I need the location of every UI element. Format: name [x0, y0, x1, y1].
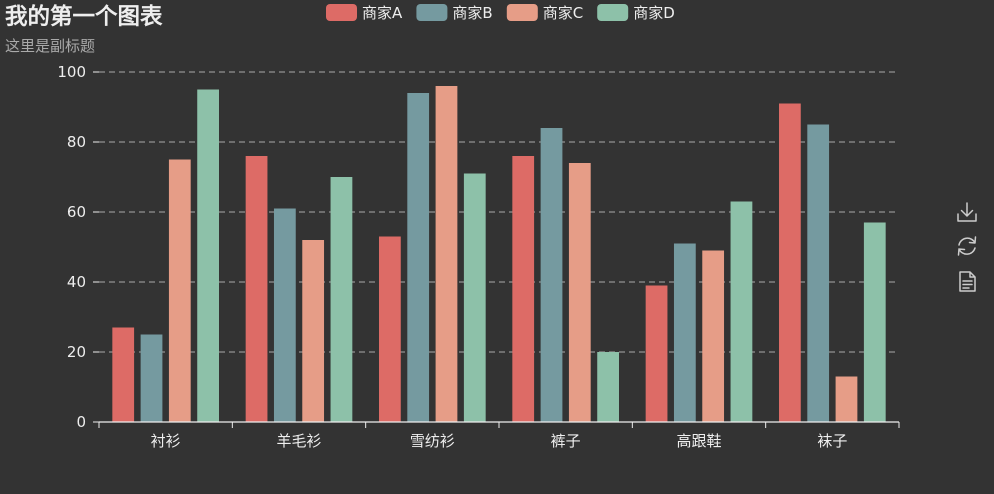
download-icon[interactable]	[956, 201, 978, 223]
legend-label: 商家B	[452, 4, 492, 22]
bars	[112, 86, 886, 422]
y-tick-label: 60	[67, 203, 86, 221]
bar-series2-cat1	[140, 334, 163, 422]
bar-series1-cat1	[112, 327, 135, 422]
bar-series2-cat5	[673, 243, 696, 422]
bar-series3-cat2	[302, 240, 325, 422]
bar-series3-cat6	[835, 376, 858, 422]
x-tick-label: 衬衫	[151, 432, 181, 450]
bar-series4-cat2	[330, 177, 353, 422]
x-tick-label: 雪纺衫	[410, 432, 455, 450]
x-tick-label: 羊毛衫	[276, 432, 321, 450]
bar-series4-cat5	[730, 201, 753, 422]
bar-series2-cat2	[273, 208, 296, 422]
grid-lines	[99, 71, 899, 353]
bar-series3-cat4	[568, 163, 591, 422]
bar-series1-cat6	[779, 103, 801, 422]
legend-item-1[interactable]: 商家A	[326, 4, 403, 22]
refresh-icon[interactable]	[956, 235, 978, 257]
bar-series3-cat5	[702, 250, 725, 422]
bar-series3-cat3	[435, 86, 458, 422]
bar-series4-cat3	[463, 173, 486, 422]
y-tick-label: 80	[67, 133, 86, 151]
bar-series2-cat6	[807, 124, 830, 422]
legend-item-4[interactable]: 商家D	[597, 4, 675, 22]
data-view-icon[interactable]	[956, 270, 978, 293]
x-tick-label: 高跟鞋	[676, 432, 721, 450]
bar-series1-cat2	[245, 156, 268, 422]
x-tick-label: 袜子	[817, 432, 847, 450]
y-tick-label: 20	[67, 343, 86, 361]
y-tick-label: 40	[67, 273, 86, 291]
bar-series1-cat5	[645, 285, 668, 422]
legend-label: 商家C	[543, 4, 583, 22]
chart-subtitle: 这里是副标题	[5, 37, 95, 55]
legend-item-3[interactable]: 商家C	[506, 4, 583, 22]
bar-series2-cat4	[540, 128, 563, 422]
legend-item-2[interactable]: 商家B	[416, 4, 493, 22]
y-tick-label: 100	[57, 63, 86, 81]
bar-series4-cat6	[863, 222, 886, 422]
legend-label: 商家D	[633, 4, 675, 22]
legend-label: 商家A	[362, 4, 403, 22]
bar-series4-cat1	[197, 89, 219, 422]
legend-swatch	[416, 4, 448, 21]
legend: 商家A 商家B 商家C 商家D	[326, 4, 675, 22]
legend-swatch	[506, 4, 538, 21]
legend-swatch	[597, 4, 629, 21]
toolbox	[956, 201, 978, 293]
bar-series1-cat3	[379, 236, 401, 422]
bar-series3-cat1	[168, 159, 191, 422]
x-tick-label: 裤子	[551, 432, 581, 450]
bar-series4-cat4	[597, 352, 619, 422]
bar-series2-cat3	[407, 93, 430, 422]
axes: 0 20 40 60 80 100 衬衫 羊毛衫 雪纺衫 裤子 高跟鞋 袜子	[57, 63, 900, 450]
legend-swatch	[326, 4, 357, 21]
chart-title: 我的第一个图表	[5, 3, 163, 30]
y-tick-label: 0	[76, 413, 86, 431]
bar-series1-cat4	[512, 156, 535, 422]
